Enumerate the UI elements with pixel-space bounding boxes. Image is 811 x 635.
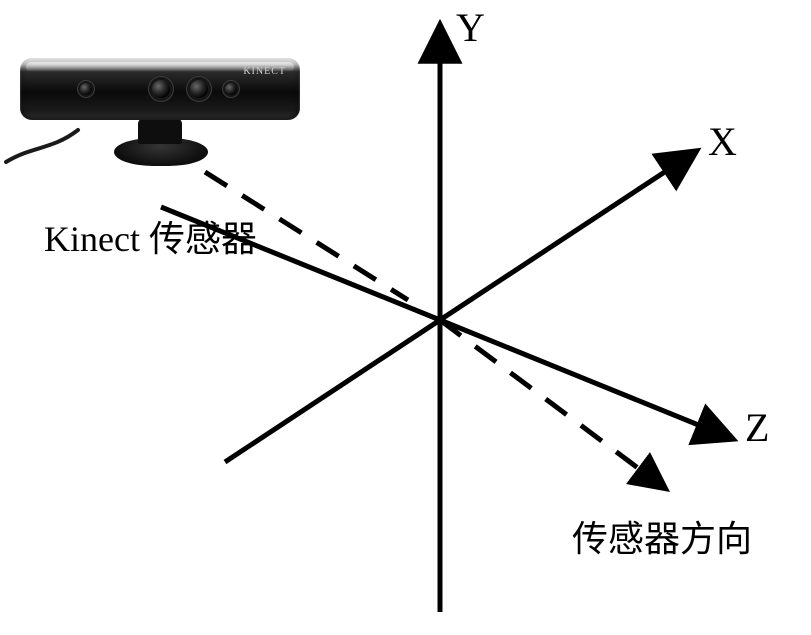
kinect-ir-emitter [80, 83, 92, 95]
sensor-direction-arrow [440, 320, 662, 486]
kinect-aux-lens [225, 83, 237, 95]
kinect-badge: KINECT [243, 66, 286, 77]
kinect-cable [2, 126, 82, 166]
sensor-direction-label: 传感器方向 [572, 510, 752, 562]
axis-x [440, 154, 692, 320]
diagram-stage: Y X Z Kinect 传感器 传感器方向 KINECT [0, 0, 811, 635]
kinect-neck [138, 118, 182, 144]
axis-label-x: X [708, 118, 737, 165]
kinect-depth-lens [190, 80, 208, 98]
axis-z [440, 320, 728, 437]
axis-x-neg [225, 320, 440, 462]
kinect-device: KINECT [20, 30, 300, 190]
kinect-label: Kinect 传感器 [44, 210, 257, 262]
axis-label-y: Y [456, 4, 485, 51]
axis-label-z: Z [745, 404, 769, 451]
kinect-rgb-lens [152, 80, 170, 98]
